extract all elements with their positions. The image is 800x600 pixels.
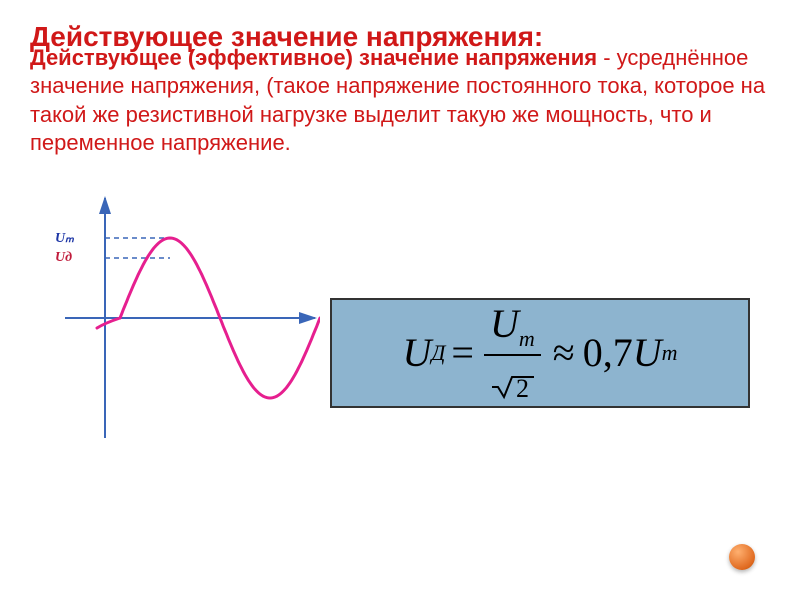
f-rhs-sub: m xyxy=(662,340,678,366)
label-ud: Uд xyxy=(55,250,72,266)
definition-bold: Действующее (эффективное) значение напря… xyxy=(30,45,597,70)
sine-chart: Uₘ Uд xyxy=(60,188,320,448)
f-approx: ≈ xyxy=(553,329,575,376)
svg-text:2: 2 xyxy=(516,374,529,401)
f-num-var: U xyxy=(490,301,519,346)
f-frac: Um 2 xyxy=(484,300,541,405)
nav-next-button[interactable] xyxy=(729,544,755,570)
f-lhs-var: U xyxy=(403,329,432,376)
f-lhs-sub: Д xyxy=(431,340,445,366)
label-um: Uₘ xyxy=(55,230,74,247)
f-den: 2 xyxy=(484,356,540,405)
content-area: Uₘ Uд UД = Um 2 ≈ 0,7Um xyxy=(30,188,770,488)
f-coeff: 0,7 xyxy=(583,329,633,376)
slide: Действующее значение напряжения: Действу… xyxy=(0,0,800,600)
f-num-sub: m xyxy=(519,326,535,351)
definition-text: Действующее (эффективное) значение напря… xyxy=(30,44,770,158)
formula: UД = Um 2 ≈ 0,7Um xyxy=(403,300,678,405)
f-rhs-var: U xyxy=(633,329,662,376)
f-eq: = xyxy=(451,329,474,376)
sine-svg xyxy=(60,188,320,448)
formula-box: UД = Um 2 ≈ 0,7Um xyxy=(330,298,750,408)
